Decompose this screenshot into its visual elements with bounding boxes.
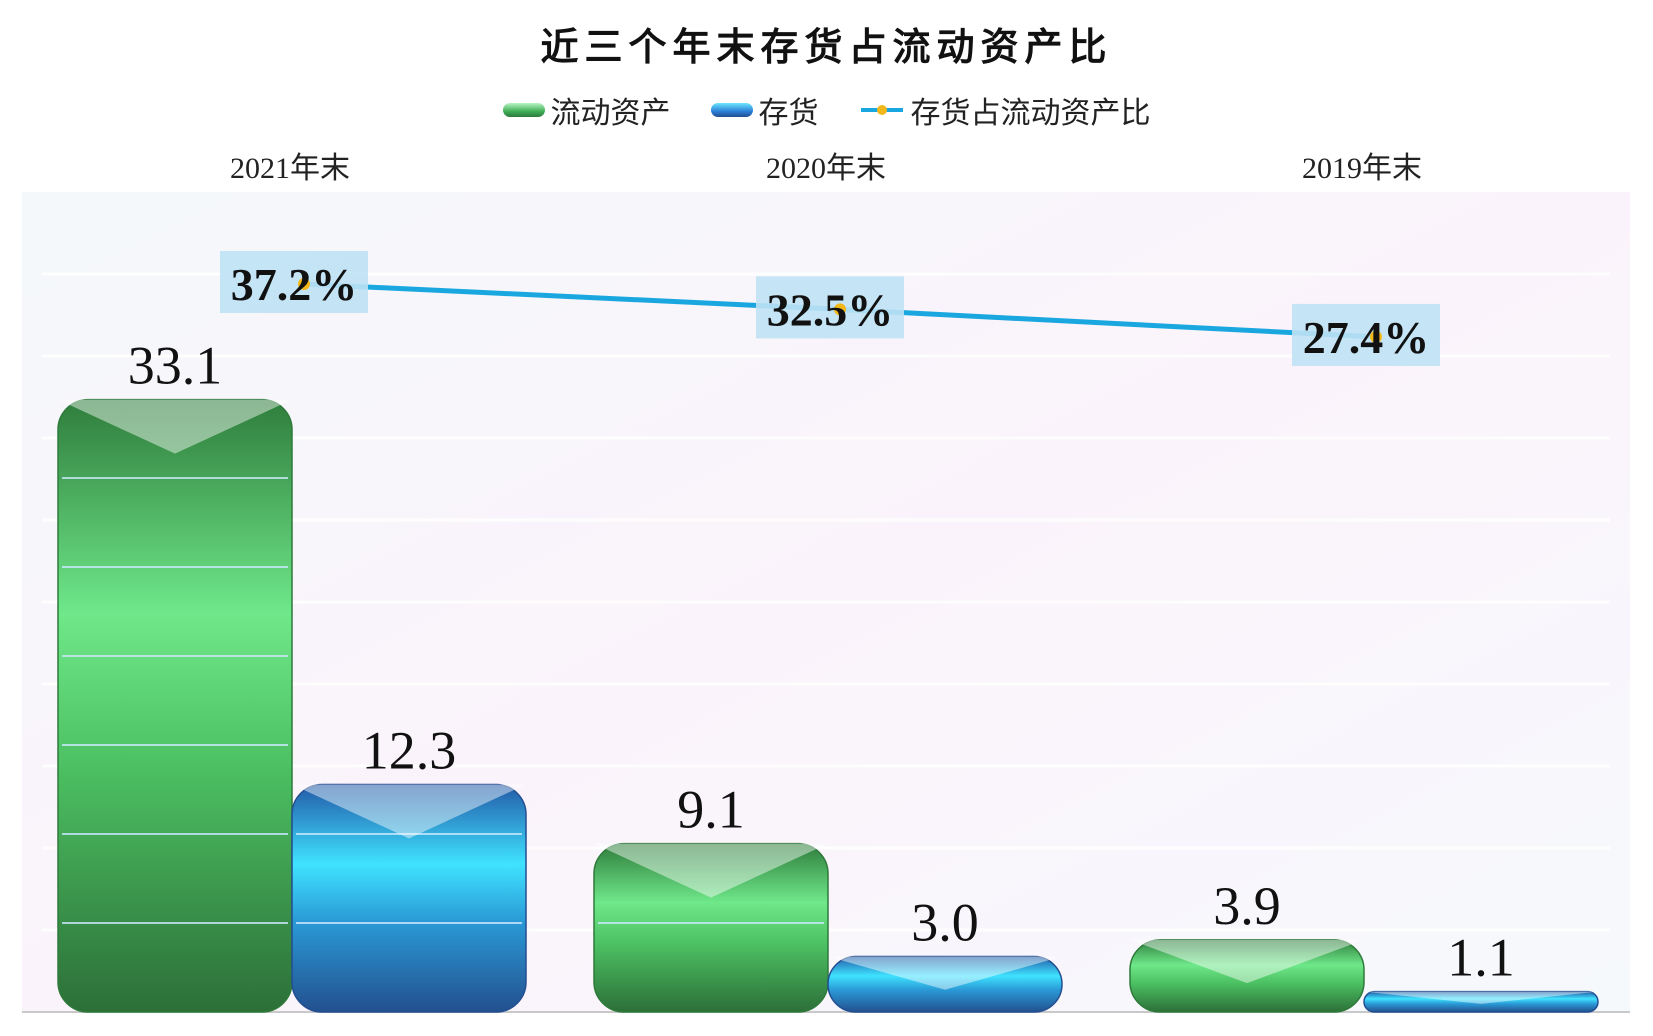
bar-cap-highlight <box>292 784 526 839</box>
legend-item-ratio: 存货占流动资产比 <box>859 88 1151 132</box>
bar-inventory <box>827 955 1063 1013</box>
ratio-value-label: 27.4% <box>1303 312 1430 363</box>
bar-cap-highlight <box>58 399 292 454</box>
bar-value-label: 12.3 <box>362 720 457 780</box>
legend-swatch-current-assets-icon <box>502 103 545 117</box>
ratio-value-label: 37.2% <box>231 259 358 310</box>
bar-body <box>1129 939 1365 1013</box>
bar-body <box>1363 990 1599 1013</box>
legend: 流动资产 存货 存货占流动资产比 <box>0 88 1653 132</box>
bar-inventory <box>291 783 527 1013</box>
bar-body <box>593 842 829 1013</box>
legend-label-current-assets: 流动资产 <box>550 96 671 131</box>
legend-item-inventory: 存货 <box>710 88 819 132</box>
legend-line-marker-icon <box>860 105 903 115</box>
ratio-point <box>298 278 310 290</box>
category-label: 2020年末 <box>766 152 886 185</box>
legend-swatch-inventory-icon <box>710 103 753 117</box>
legend-label-ratio: 存货占流动资产比 <box>910 96 1151 131</box>
ratio-point <box>1370 330 1382 343</box>
category-label: 2019年末 <box>1302 152 1422 185</box>
bar-cap-highlight <box>828 956 1062 990</box>
ratio-label-box <box>220 251 368 313</box>
bar-value-label: 3.0 <box>911 893 979 953</box>
chart-title: 近三个年末存货占流动资产比 <box>540 25 1113 69</box>
bar-value-label: 33.1 <box>128 336 223 396</box>
bar-inventory <box>1363 990 1599 1013</box>
ratio-label-box <box>756 276 904 339</box>
bar-cap-highlight <box>1130 939 1364 984</box>
legend-item-current-assets: 流动资产 <box>502 88 671 132</box>
bar-current-assets <box>593 842 829 1013</box>
bar-value-label: 9.1 <box>677 780 745 840</box>
bar-cap-highlight <box>1364 991 1598 1004</box>
bar-body <box>291 783 527 1013</box>
bar-cap-highlight <box>594 843 828 898</box>
bar-body <box>57 398 293 1013</box>
bar-current-assets <box>1129 939 1365 1013</box>
bar-current-assets <box>57 398 293 1013</box>
legend-label-inventory: 存货 <box>758 96 819 131</box>
ratio-point <box>834 303 846 316</box>
ratio-label-box <box>1292 303 1440 366</box>
ratio-value-label: 32.5% <box>767 284 894 335</box>
bar-body <box>827 955 1063 1013</box>
category-label: 2021年末 <box>230 152 350 185</box>
bar-value-label: 1.1 <box>1447 928 1515 988</box>
bar-value-label: 3.9 <box>1213 876 1281 936</box>
